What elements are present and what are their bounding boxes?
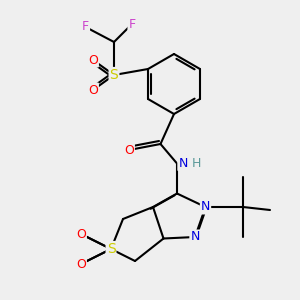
Text: O: O	[88, 53, 98, 67]
Text: N: N	[178, 157, 188, 170]
Text: O: O	[88, 83, 98, 97]
Text: O: O	[76, 227, 86, 241]
Text: S: S	[110, 68, 118, 82]
Text: O: O	[76, 257, 86, 271]
Text: F: F	[128, 17, 136, 31]
Text: N: N	[201, 200, 210, 214]
Text: O: O	[124, 143, 134, 157]
Text: S: S	[106, 242, 116, 256]
Text: N: N	[190, 230, 200, 244]
Text: F: F	[82, 20, 89, 34]
Text: H: H	[192, 157, 201, 170]
